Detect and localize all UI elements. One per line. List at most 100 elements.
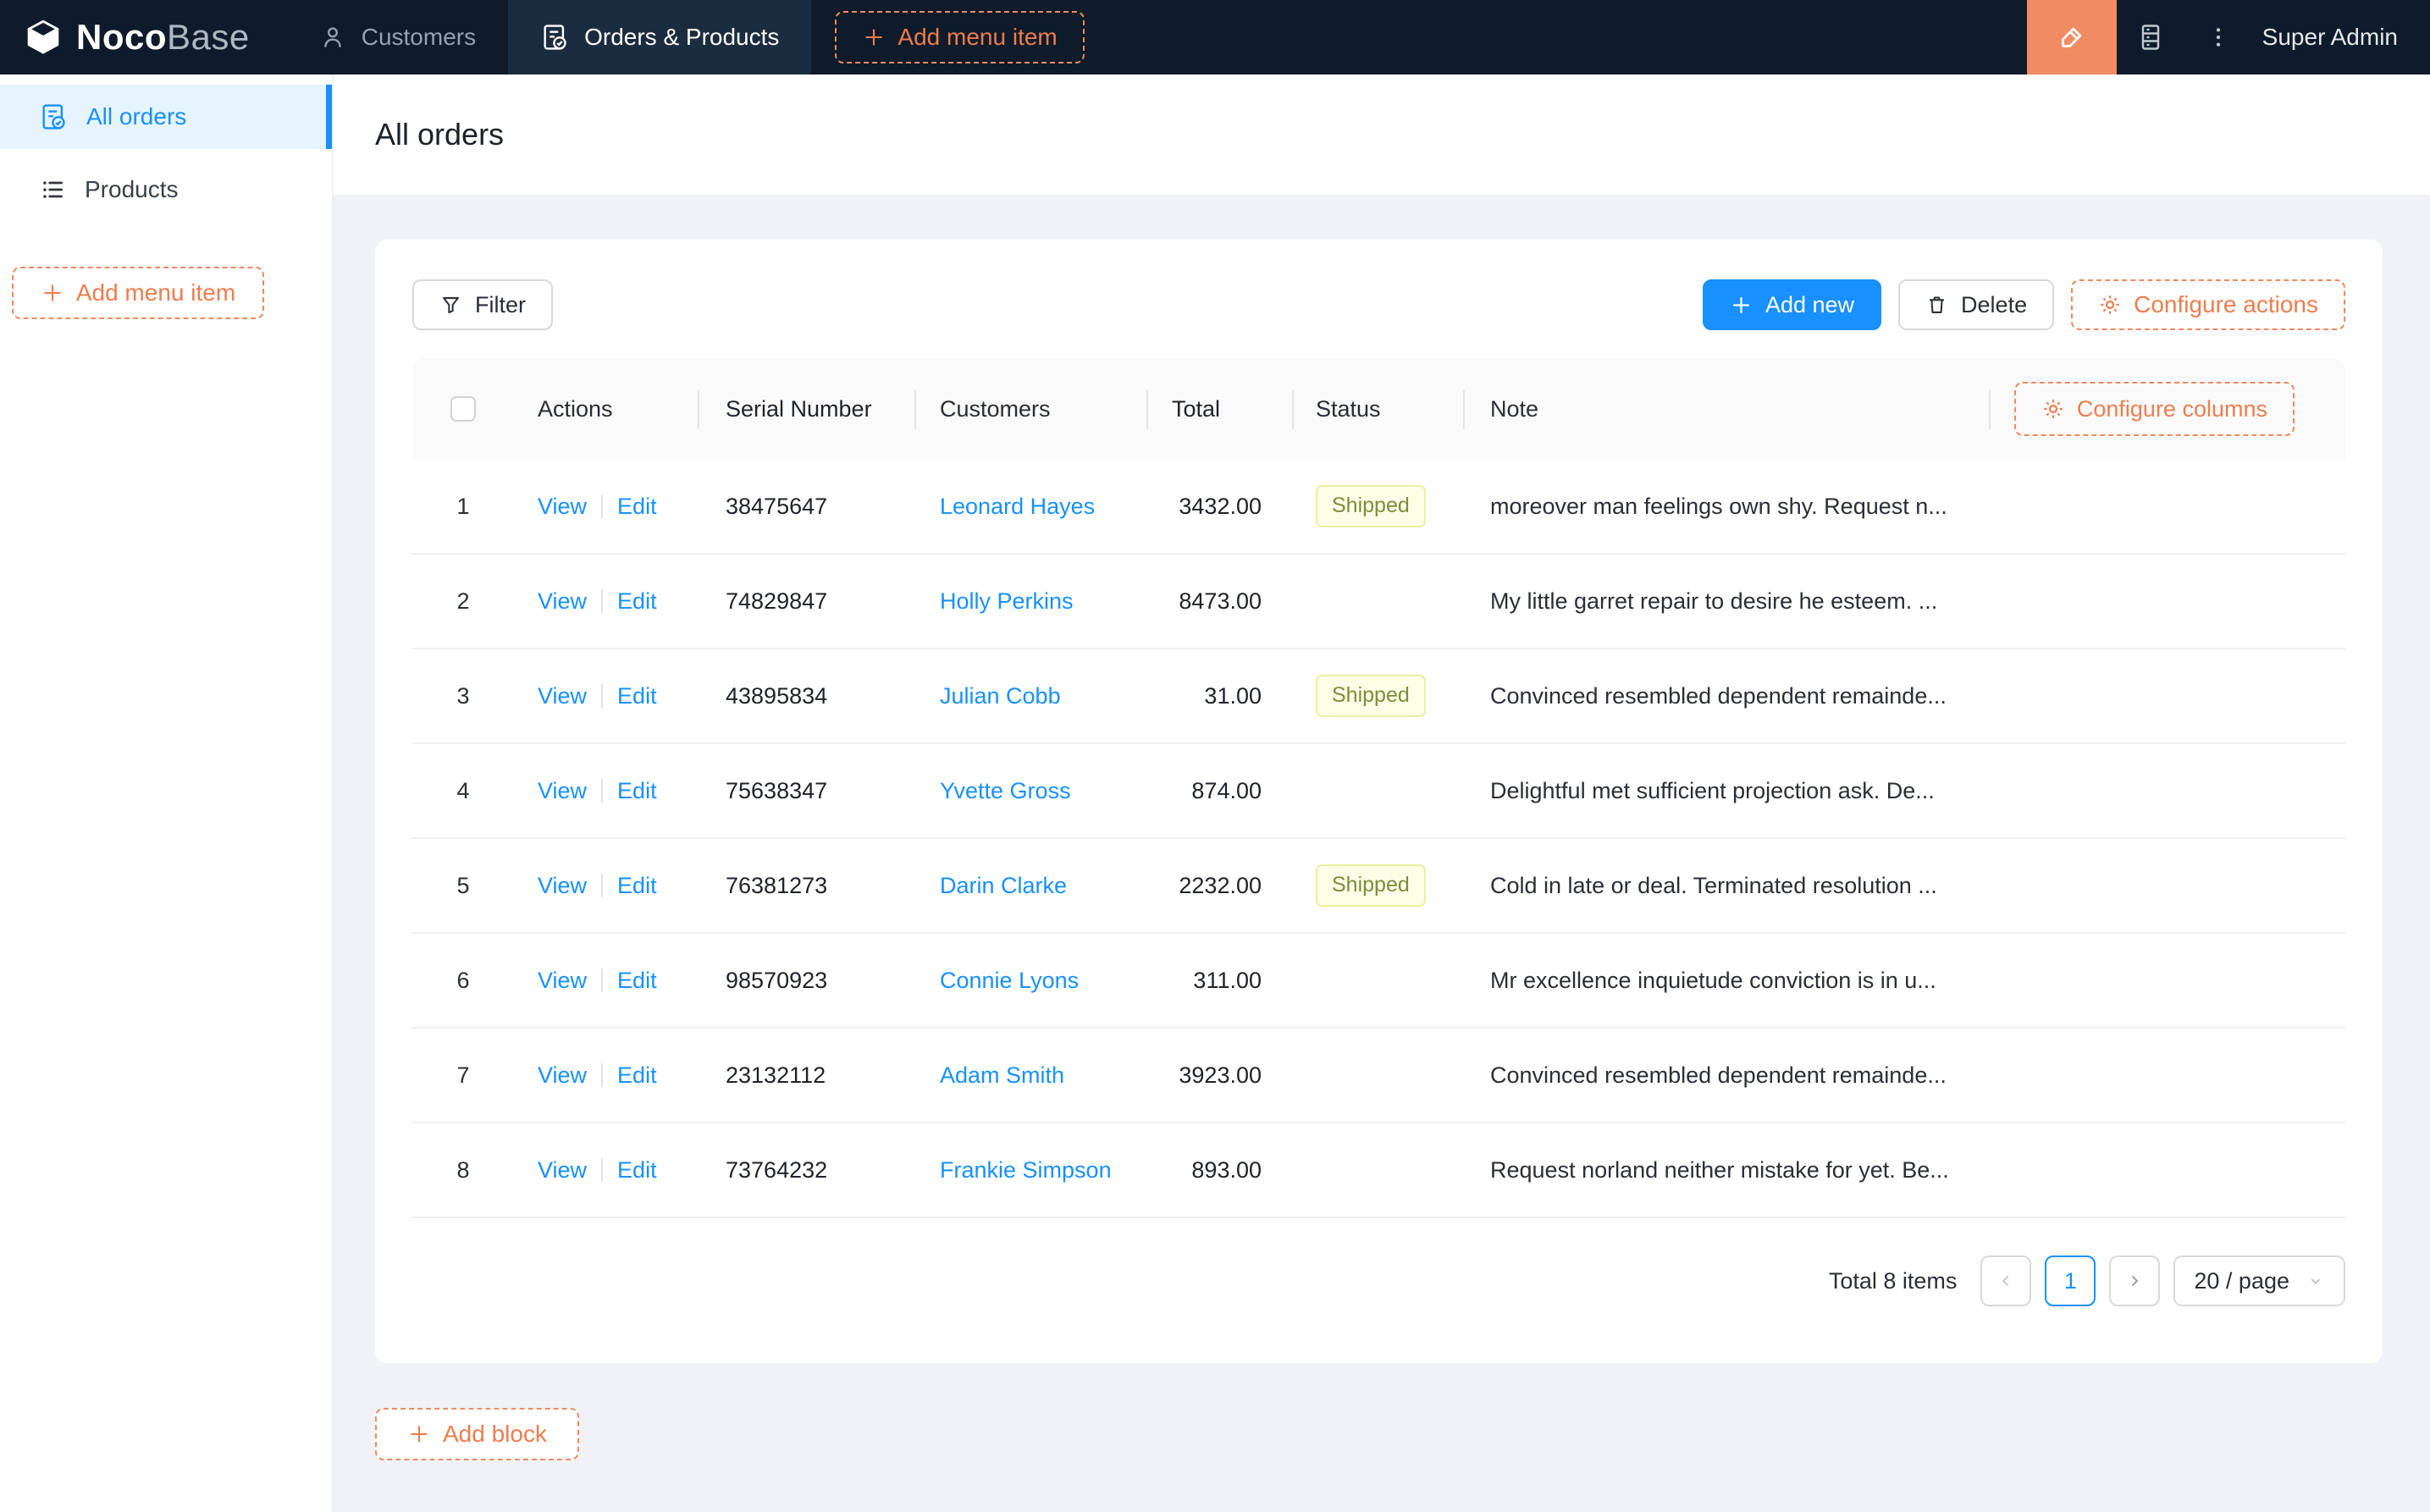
- nav-item-customers[interactable]: Customers: [287, 0, 508, 74]
- gear-icon: [2041, 397, 2065, 421]
- edit-link[interactable]: Edit: [617, 588, 657, 614]
- add-new-label: Add new: [1765, 291, 1855, 317]
- filter-funnel-icon: [439, 294, 462, 317]
- select-all-checkbox[interactable]: [450, 396, 476, 422]
- view-link[interactable]: View: [538, 493, 588, 519]
- brand-name: NocoBase: [76, 17, 250, 58]
- table-row: 1 View Edit 38475647 Leonard Hayes 3432.…: [412, 460, 2345, 555]
- view-link[interactable]: View: [538, 872, 588, 898]
- sidebar-item-products[interactable]: Products: [0, 157, 332, 222]
- column-header-note: Note: [1490, 395, 1539, 422]
- nav-item-orders-products[interactable]: Orders & Products: [508, 0, 812, 74]
- sidebar-item-all-orders[interactable]: All orders: [0, 85, 332, 149]
- sidebar: All orders Products: [0, 74, 334, 1512]
- edit-link[interactable]: Edit: [617, 1062, 657, 1088]
- view-link[interactable]: View: [538, 682, 588, 709]
- column-separator: [1146, 390, 1148, 429]
- customer-link[interactable]: Adam Smith: [940, 1062, 1065, 1088]
- customer-link[interactable]: Yvette Gross: [940, 777, 1071, 803]
- note-cell: Cold in late or deal. Terminated resolut…: [1490, 872, 1937, 898]
- unordered-list-icon: [39, 176, 66, 203]
- table-row: 3 View Edit 43895834 Julian Cobb 31.00 S…: [412, 649, 2345, 744]
- view-link[interactable]: View: [538, 777, 588, 803]
- link-divider: [601, 589, 604, 613]
- total-cell: 8473.00: [1179, 588, 1262, 614]
- table-row: 2 View Edit 74829847 Holly Perkins 8473.…: [412, 555, 2345, 649]
- row-index: 8: [456, 1156, 470, 1183]
- total-cell: 2232.00: [1179, 872, 1262, 898]
- table-row: 5 View Edit 76381273 Darin Clarke 2232.0…: [412, 839, 2345, 934]
- status-cell: Shipped: [1292, 675, 1463, 717]
- row-index: 4: [456, 777, 470, 803]
- view-link[interactable]: View: [538, 1062, 588, 1088]
- plus-icon: [862, 25, 886, 49]
- add-block-label: Add block: [443, 1421, 547, 1447]
- customer-link[interactable]: Holly Perkins: [940, 588, 1074, 614]
- page-number-button[interactable]: 1: [2045, 1255, 2096, 1306]
- add-block-button[interactable]: Add block: [375, 1408, 579, 1460]
- edit-link[interactable]: Edit: [617, 967, 657, 993]
- configure-actions-button[interactable]: Configure actions: [2071, 279, 2345, 330]
- view-link[interactable]: View: [538, 1156, 588, 1183]
- plus-icon: [1730, 294, 1753, 317]
- edit-link[interactable]: Edit: [617, 493, 657, 519]
- delete-button[interactable]: Delete: [1898, 279, 2055, 330]
- column-header-status: Status: [1316, 395, 1381, 422]
- pagination-total: Total 8 items: [1828, 1267, 1958, 1294]
- pagination: Total 8 items 1: [412, 1255, 2345, 1306]
- customer-link[interactable]: Frankie Simpson: [940, 1156, 1112, 1183]
- total-cell: 31.00: [1204, 682, 1262, 709]
- edit-link[interactable]: Edit: [617, 1156, 657, 1183]
- next-page-button[interactable]: [2109, 1255, 2161, 1306]
- filter-button[interactable]: Filter: [412, 279, 553, 330]
- view-link[interactable]: View: [538, 967, 588, 993]
- row-actions: View Edit: [514, 1157, 698, 1184]
- customer-link[interactable]: Connie Lyons: [940, 967, 1080, 993]
- prev-page-button[interactable]: [1980, 1255, 2032, 1306]
- customer-link[interactable]: Leonard Hayes: [940, 493, 1096, 519]
- column-separator: [698, 390, 699, 429]
- ui-editor-button[interactable]: [2026, 0, 2117, 74]
- row-index: 1: [456, 493, 470, 519]
- configure-columns-label: Configure columns: [2076, 395, 2267, 422]
- view-link[interactable]: View: [538, 588, 588, 614]
- gear-icon: [2098, 293, 2122, 317]
- serial-number-cell: 98570923: [726, 967, 828, 993]
- link-divider: [601, 968, 604, 992]
- plugin-manager-button[interactable]: [2117, 0, 2184, 74]
- header-add-menu-item-button[interactable]: Add menu item: [835, 11, 1085, 63]
- customer-link[interactable]: Darin Clarke: [940, 872, 1068, 898]
- edit-link[interactable]: Edit: [617, 872, 657, 898]
- main-area: All orders Filter: [334, 74, 2430, 1512]
- total-cell: 311.00: [1193, 967, 1262, 993]
- more-menu-button[interactable]: [2184, 0, 2252, 74]
- add-new-button[interactable]: Add new: [1702, 279, 1882, 330]
- table-header-row: Actions Serial Number Customers Total St…: [412, 358, 2345, 460]
- column-separator: [914, 390, 916, 429]
- row-actions: View Edit: [514, 494, 698, 520]
- edit-link[interactable]: Edit: [617, 682, 657, 709]
- sidebar-add-menu-item-button[interactable]: Add menu item: [12, 267, 264, 319]
- row-index: 6: [456, 967, 470, 993]
- note-cell: moreover man feelings own shy. Request n…: [1490, 493, 1947, 519]
- row-actions: View Edit: [514, 683, 698, 709]
- link-divider: [601, 874, 604, 897]
- total-cell: 893.00: [1191, 1156, 1262, 1183]
- customer-link[interactable]: Julian Cobb: [940, 682, 1061, 709]
- nav-item-label: Customers: [361, 24, 477, 50]
- chevron-right-icon: [2124, 1271, 2145, 1291]
- configure-actions-label: Configure actions: [2134, 291, 2318, 317]
- configure-columns-button[interactable]: Configure columns: [2013, 382, 2295, 436]
- edit-link[interactable]: Edit: [617, 777, 657, 803]
- sidebar-add-menu-item-label: Add menu item: [75, 279, 236, 306]
- row-actions: View Edit: [514, 1062, 698, 1089]
- serial-number-cell: 23132112: [726, 1062, 826, 1088]
- page-size-select[interactable]: 20 / page: [2173, 1255, 2345, 1306]
- delete-label: Delete: [1961, 291, 2028, 317]
- page-size-value: 20 / page: [2194, 1267, 2289, 1294]
- body-row: All orders Products: [0, 74, 2430, 1512]
- chevron-down-icon: [2306, 1272, 2325, 1290]
- table-row: 4 View Edit 75638347 Yvette Gross 874.00…: [412, 744, 2345, 839]
- user-menu[interactable]: Super Admin: [2262, 24, 2398, 50]
